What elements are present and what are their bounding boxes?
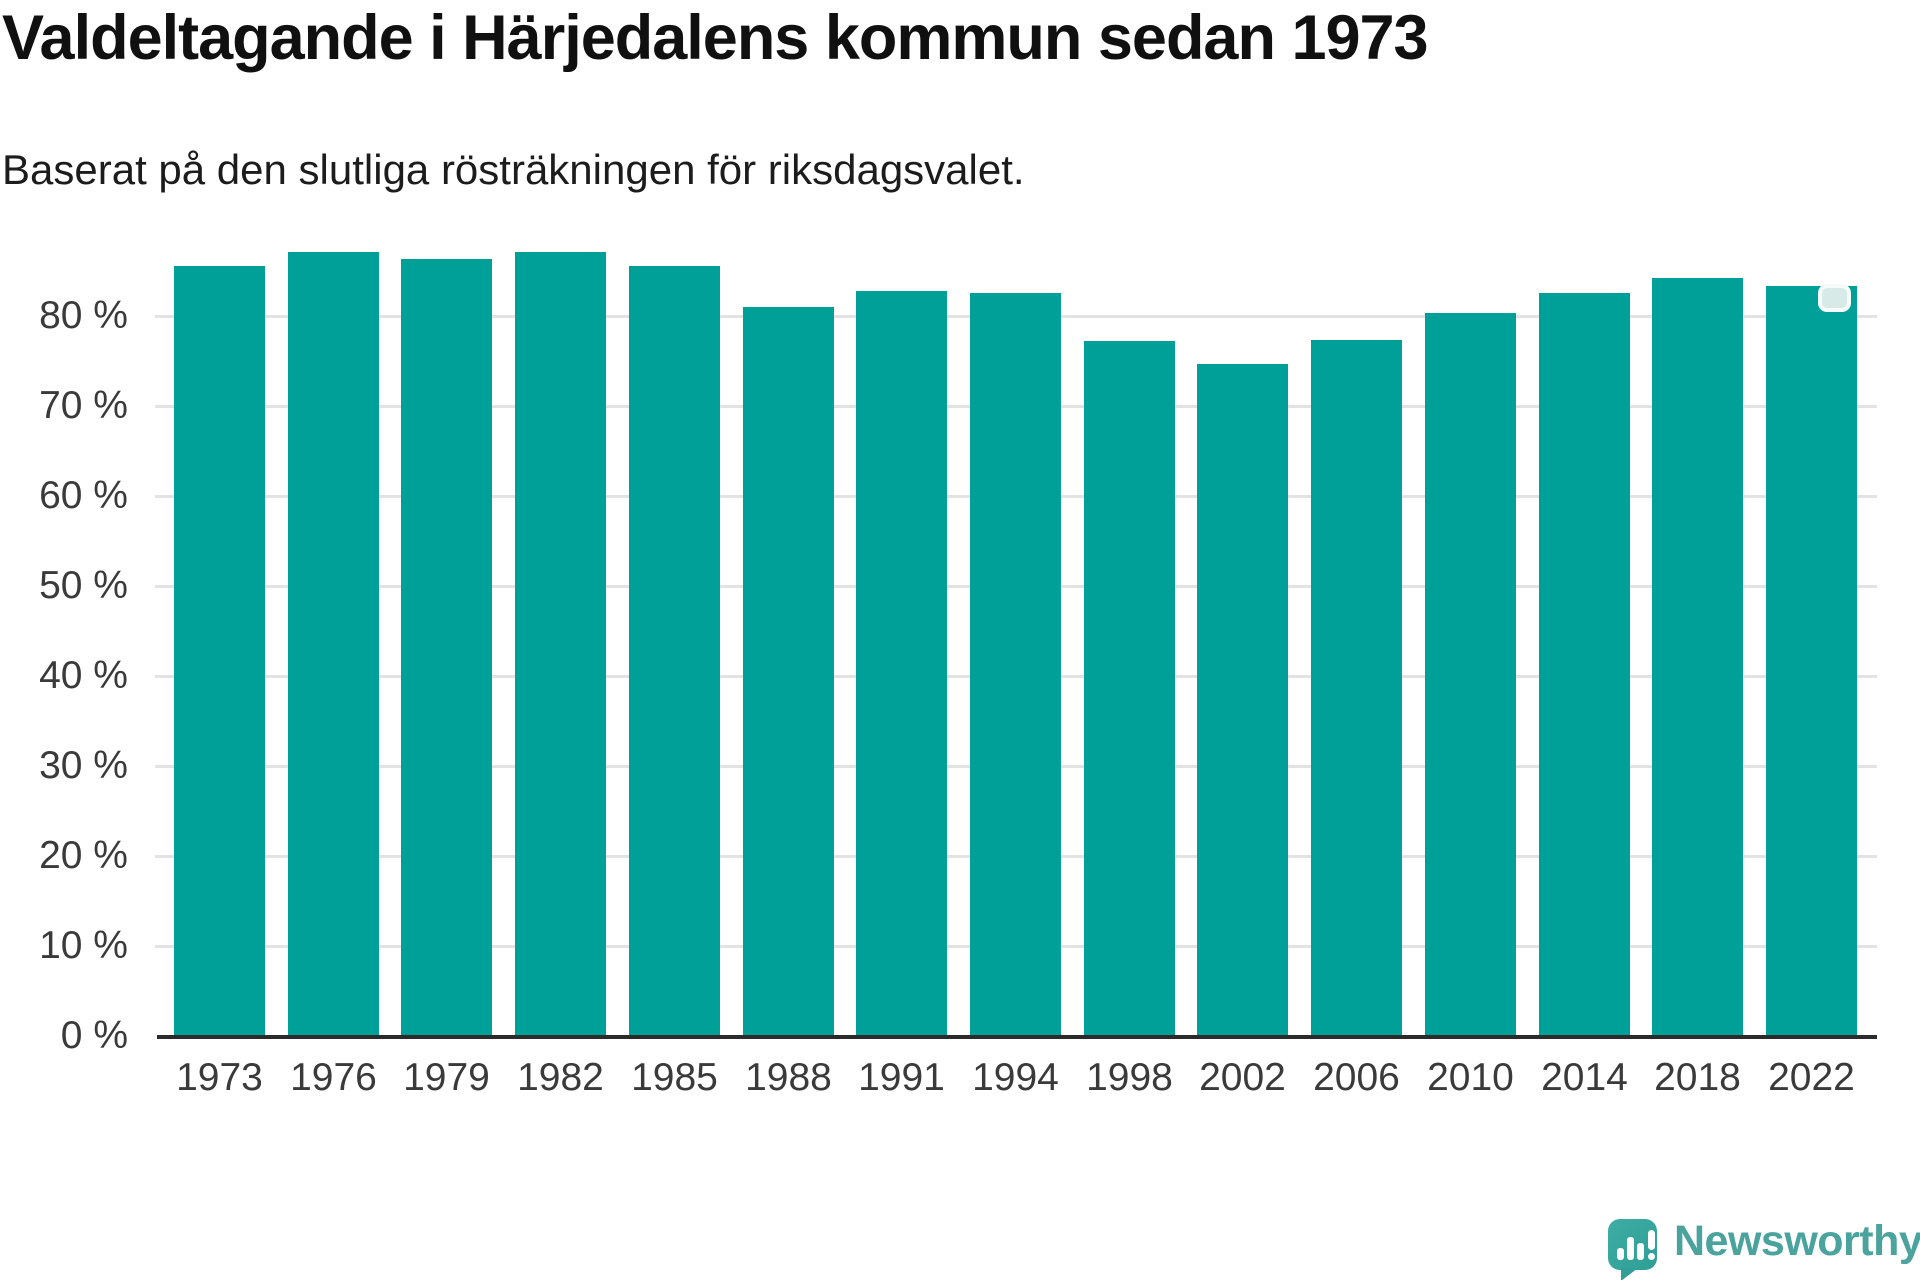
bar-2018[interactable] xyxy=(1652,278,1743,1036)
bar-2022[interactable] xyxy=(1766,284,1857,1036)
x-tick-label: 2014 xyxy=(1541,1056,1628,1099)
y-tick-label: 70 % xyxy=(39,384,128,427)
x-tick-label: 1982 xyxy=(517,1056,604,1099)
y-tick-label: 50 % xyxy=(39,564,128,607)
bar-1991[interactable] xyxy=(856,291,947,1036)
bar-1973[interactable] xyxy=(174,266,265,1036)
x-tick-label: 1979 xyxy=(403,1056,490,1099)
bar-2002[interactable] xyxy=(1197,364,1288,1036)
y-tick-label: 80 % xyxy=(39,294,128,337)
x-tick-label: 1991 xyxy=(858,1056,945,1099)
bar-1985[interactable] xyxy=(629,266,720,1036)
x-tick-label: 1994 xyxy=(972,1056,1059,1099)
bar-1994[interactable] xyxy=(970,293,1061,1036)
x-tick-label: 2006 xyxy=(1313,1056,1400,1099)
logo-bars-and-exclamation xyxy=(1617,1230,1655,1260)
newsworthy-logo[interactable]: Newsworthy xyxy=(1604,1212,1920,1280)
chart-title: Valdeltagande i Härjedalens kommun sedan… xyxy=(2,3,1429,73)
newsworthy-speech-bubble-barchart-icon xyxy=(1608,1219,1657,1280)
x-tick-label: 2022 xyxy=(1768,1056,1855,1099)
bar-1979[interactable] xyxy=(401,259,492,1036)
x-tick-label: 2010 xyxy=(1427,1056,1514,1099)
logo-text: Newsworthy xyxy=(1674,1217,1920,1265)
bar-1976[interactable] xyxy=(288,252,379,1036)
x-tick-label: 2018 xyxy=(1654,1056,1741,1099)
x-tick-label: 2002 xyxy=(1199,1056,1286,1099)
y-tick-label: 40 % xyxy=(39,654,128,697)
x-tick-label: 1973 xyxy=(176,1056,263,1099)
x-tick-label: 1998 xyxy=(1086,1056,1173,1099)
bar-1982[interactable] xyxy=(515,252,606,1036)
chart-subtitle: Baserat på den slutliga rösträkningen fö… xyxy=(2,146,1025,193)
highlight-marker xyxy=(1818,284,1851,312)
x-tick-label: 1985 xyxy=(631,1056,718,1099)
x-tick-label: 1976 xyxy=(290,1056,377,1099)
y-tick-label: 30 % xyxy=(39,744,128,787)
bar-1998[interactable] xyxy=(1084,341,1175,1036)
bar-1988[interactable] xyxy=(743,307,834,1036)
x-axis-line xyxy=(157,1035,1877,1039)
x-tick-label: 1988 xyxy=(745,1056,832,1099)
y-tick-label: 0 % xyxy=(60,1014,128,1057)
bar-2006[interactable] xyxy=(1311,340,1402,1036)
y-tick-label: 10 % xyxy=(39,924,128,967)
y-tick-label: 60 % xyxy=(39,474,128,517)
bar-2014[interactable] xyxy=(1539,293,1630,1036)
bar-2010[interactable] xyxy=(1425,313,1516,1036)
y-tick-label: 20 % xyxy=(39,834,128,877)
